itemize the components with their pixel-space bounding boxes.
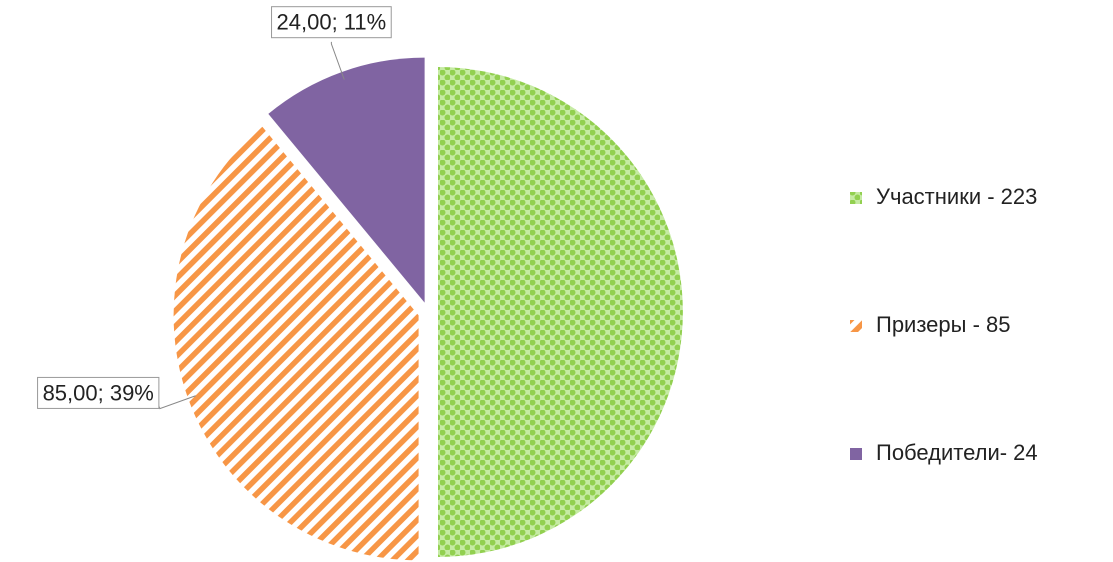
data-label-box <box>37 376 160 409</box>
data-label-box <box>271 6 392 39</box>
leader-line <box>330 41 345 80</box>
legend-swatch <box>850 192 862 204</box>
pie-slice <box>173 126 419 561</box>
data-label: 85,00; 39% <box>43 380 154 405</box>
legend-label: Участники - 223 <box>876 184 1037 209</box>
legend-swatch <box>850 448 862 460</box>
pie-slice <box>268 57 425 303</box>
legend-label: Призеры - 85 <box>876 312 1010 337</box>
legend-swatch <box>850 320 862 332</box>
pie-slice <box>438 67 683 557</box>
data-label: 24,00; 11% <box>277 10 387 35</box>
legend-label: Победители- 24 <box>876 440 1038 465</box>
